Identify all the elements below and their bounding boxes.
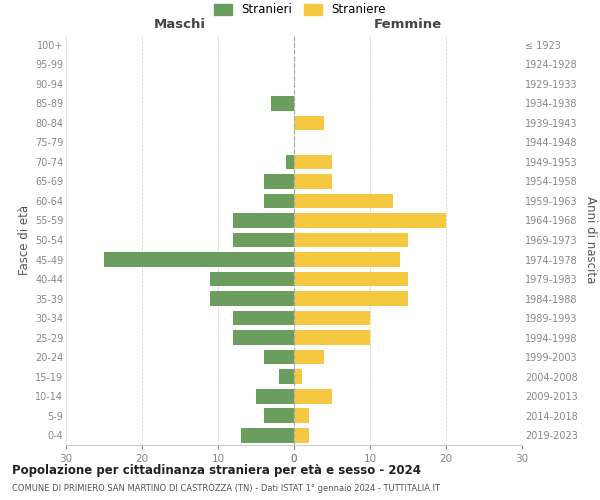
Bar — [263, 174, 294, 188]
Bar — [279, 370, 294, 384]
Bar — [294, 116, 325, 130]
Bar — [271, 96, 294, 110]
Bar — [294, 154, 332, 169]
Bar — [241, 428, 294, 442]
Bar — [294, 408, 309, 423]
Text: Popolazione per cittadinanza straniera per età e sesso - 2024: Popolazione per cittadinanza straniera p… — [12, 464, 421, 477]
Bar — [211, 272, 294, 286]
Bar — [233, 330, 294, 345]
Bar — [294, 370, 302, 384]
Bar — [233, 311, 294, 326]
Bar — [294, 272, 408, 286]
Text: COMUNE DI PRIMIERO SAN MARTINO DI CASTROZZA (TN) - Dati ISTAT 1° gennaio 2024 - : COMUNE DI PRIMIERO SAN MARTINO DI CASTRO… — [12, 484, 440, 493]
Bar — [211, 291, 294, 306]
Bar — [294, 232, 408, 248]
Bar — [294, 213, 446, 228]
Legend: Stranieri, Straniere: Stranieri, Straniere — [212, 1, 388, 18]
Bar — [294, 389, 332, 404]
Bar — [233, 213, 294, 228]
Y-axis label: Anni di nascita: Anni di nascita — [584, 196, 597, 284]
Bar — [294, 252, 400, 267]
Bar — [294, 194, 393, 208]
Y-axis label: Fasce di età: Fasce di età — [17, 205, 31, 275]
Title: Femmine: Femmine — [374, 18, 442, 31]
Bar — [256, 389, 294, 404]
Bar — [263, 194, 294, 208]
Bar — [233, 232, 294, 248]
Title: Maschi: Maschi — [154, 18, 206, 31]
Bar — [286, 154, 294, 169]
Bar — [294, 311, 370, 326]
Bar — [263, 408, 294, 423]
Bar — [294, 174, 332, 188]
Bar — [294, 350, 325, 364]
Bar — [104, 252, 294, 267]
Bar — [294, 330, 370, 345]
Bar — [294, 428, 309, 442]
Bar — [263, 350, 294, 364]
Bar — [294, 291, 408, 306]
